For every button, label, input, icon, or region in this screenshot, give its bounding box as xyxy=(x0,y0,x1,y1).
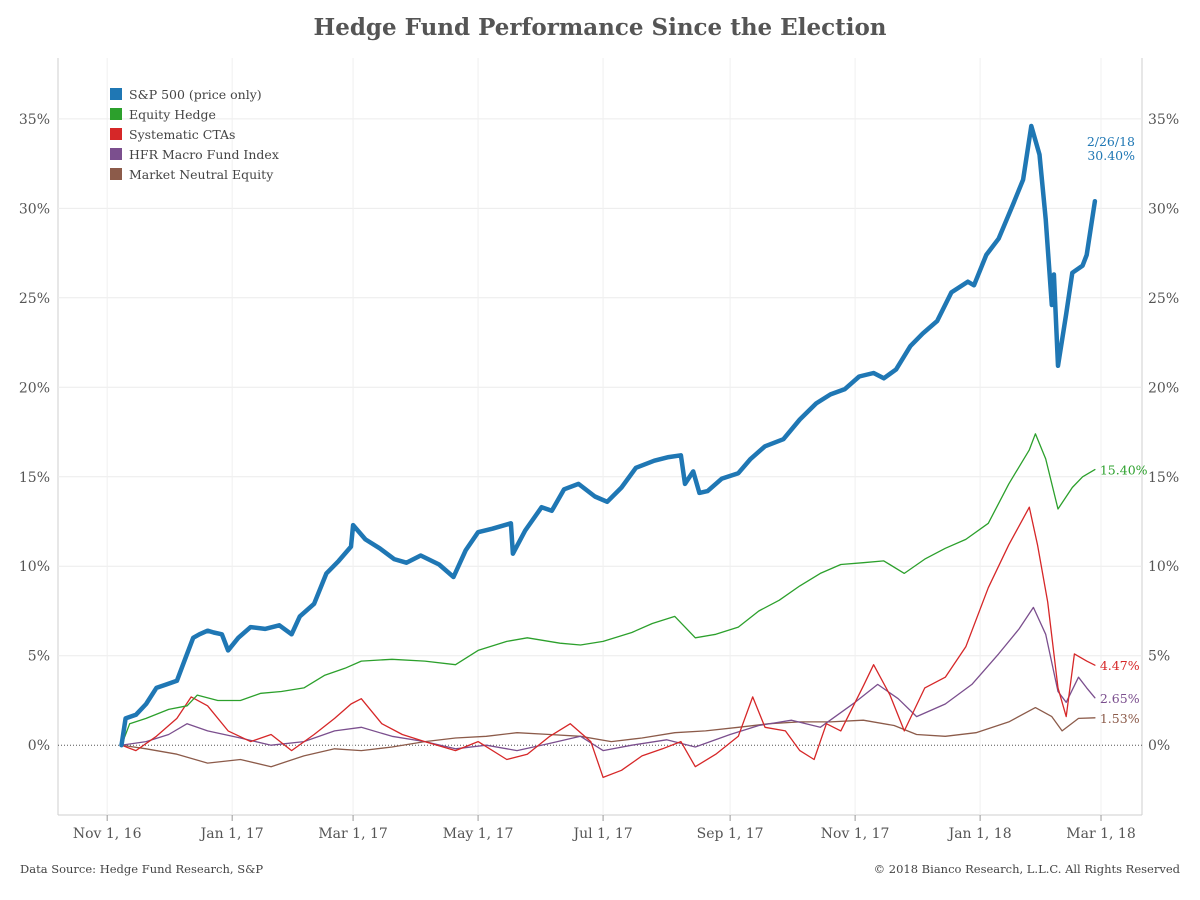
axis-layer: 0% 0% 5% 5% 10% 10% 15% 15% 20% 20% 25% 25% 30% 30% 35… xyxy=(19,112,1179,842)
series-line xyxy=(120,506,1096,779)
y-tick-label-right: 25% xyxy=(1148,291,1179,307)
x-tick-label: Nov 1, 17 xyxy=(821,826,890,842)
series-line xyxy=(120,606,1096,752)
y-tick-label-left: 35% xyxy=(19,112,50,128)
series-line xyxy=(119,123,1098,748)
end-label-value: 2.65% xyxy=(1100,691,1140,706)
y-tick-label-left: 15% xyxy=(19,470,50,486)
y-tick-label-left: 0% xyxy=(28,738,50,754)
x-tick-label: Jan 1, 18 xyxy=(947,826,1012,842)
y-tick-label-right: 20% xyxy=(1148,380,1179,396)
y-tick-label-right: 0% xyxy=(1148,738,1170,754)
footer-copyright: © 2018 Bianco Research, L.L.C. All Right… xyxy=(873,862,1180,876)
x-tick-label: Mar 1, 17 xyxy=(318,826,387,842)
legend-label: Systematic CTAs xyxy=(129,127,235,142)
y-tick-label-left: 20% xyxy=(19,380,50,396)
y-tick-label-right: 30% xyxy=(1148,201,1179,217)
y-tick-label-right: 35% xyxy=(1148,112,1179,128)
grid-layer xyxy=(57,58,1143,816)
x-tick-label: Jan 1, 17 xyxy=(199,826,264,842)
x-tick-label: Mar 1, 18 xyxy=(1066,826,1135,842)
y-tick-label-left: 10% xyxy=(19,559,50,575)
series-layer xyxy=(119,123,1098,779)
legend-swatch xyxy=(110,168,122,180)
legend-swatch xyxy=(110,88,122,100)
end-label-date: 2/26/18 xyxy=(1087,134,1135,149)
y-tick-label-right: 15% xyxy=(1148,470,1179,486)
x-tick-label: Sep 1, 17 xyxy=(697,826,764,842)
legend-label: HFR Macro Fund Index xyxy=(129,147,279,162)
legend-swatch xyxy=(110,148,122,160)
y-tick-label-left: 30% xyxy=(19,201,50,217)
end-label-value: 4.47% xyxy=(1100,658,1140,673)
legend-swatch xyxy=(110,108,122,120)
legend-label: Equity Hedge xyxy=(129,107,216,122)
x-tick-label: Nov 1, 16 xyxy=(73,826,142,842)
footer-data-source: Data Source: Hedge Fund Research, S&P xyxy=(20,862,264,876)
end-label-value: 30.40% xyxy=(1087,148,1135,163)
series-line xyxy=(120,706,1096,768)
x-tick-label: Jul 1, 17 xyxy=(571,826,632,842)
end-label-value: 1.53% xyxy=(1100,711,1140,726)
y-tick-label-left: 5% xyxy=(28,649,50,665)
y-tick-label-right: 5% xyxy=(1148,649,1170,665)
end-label-value: 15.40% xyxy=(1100,463,1148,478)
legend-swatch xyxy=(110,128,122,140)
legend-label: Market Neutral Equity xyxy=(129,167,274,182)
y-tick-label-right: 10% xyxy=(1148,559,1179,575)
x-tick-label: May 1, 17 xyxy=(443,826,514,842)
legend: S&P 500 (price only) Equity Hedge Systemat… xyxy=(110,87,279,182)
legend-label: S&P 500 (price only) xyxy=(129,87,262,102)
chart-title: Hedge Fund Performance Since the Electio… xyxy=(313,14,887,41)
series-line xyxy=(120,433,1096,746)
y-tick-label-left: 25% xyxy=(19,291,50,307)
